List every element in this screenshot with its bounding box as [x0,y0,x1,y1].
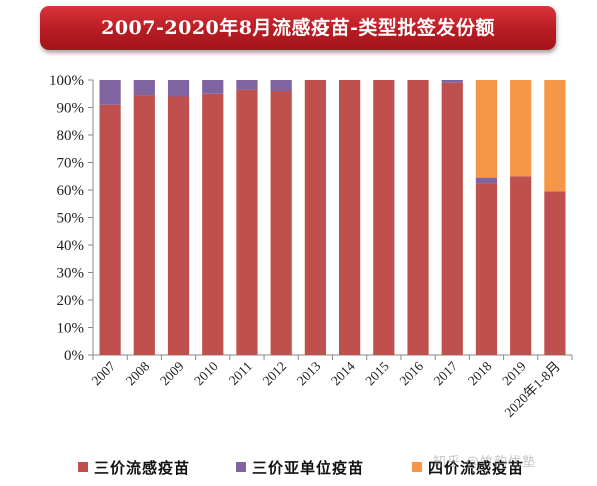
legend-item-trivalent: 三价流感疫苗 [78,455,190,479]
bar-segment-subunit [99,80,121,105]
bar-segment-trivalent [339,80,361,355]
legend-item-quadrivalent: 四价流感疫苗 [412,455,524,479]
x-tick-label: 2018 [465,358,495,388]
x-tick-label: 2016 [396,358,426,388]
bar-segment-trivalent [133,95,155,355]
bar-segment-trivalent [270,91,292,355]
bar-segment-trivalent [202,93,224,355]
y-tick-label: 70% [57,156,85,172]
bar-segment-trivalent [441,82,463,355]
x-tick-label: 2017 [431,358,461,388]
x-tick-label: 2013 [294,358,324,388]
bar-segment-subunit [167,80,190,97]
legend-item-subunit: 三价亚单位疫苗 [236,455,364,479]
y-tick-label: 80% [57,128,85,144]
y-tick-label: 40% [57,238,85,254]
bar-segment-trivalent [99,104,121,355]
x-tick-label: 2008 [123,358,153,388]
y-tick-label: 50% [57,211,85,227]
y-tick-label: 0% [64,348,84,364]
bar-segment-trivalent [544,191,566,355]
legend-label-subunit: 三价亚单位疫苗 [252,458,365,477]
y-tick-label: 90% [57,101,85,117]
x-tick-label: 2010 [191,358,221,388]
x-tick-label: 2019 [499,358,529,388]
stacked-bar-chart: 0%10%20%30%40%50%60%70%80%90%100%2007 200… [49,73,573,420]
watermark: 知乎 @竹韵优塾 [433,455,537,470]
y-tick-label: 10% [57,321,85,337]
chart-title: 2007-2020年8月流感疫苗-类型批签发份额 [40,6,556,50]
x-tick-label: 2011 [226,359,255,388]
bar-segment-trivalent [373,80,395,355]
x-tick-label: 2007 [89,358,119,388]
bar-segment-trivalent [475,183,498,355]
bar-segment-subunit [475,177,498,184]
y-tick-label: 100% [49,73,84,89]
y-tick-label: 20% [57,293,85,309]
x-tick-label: 2012 [260,359,290,389]
bar-segment-quadrivalent [510,80,532,177]
bar-segment-subunit [270,80,292,91]
y-tick-label: 60% [57,183,85,199]
bar-segment-subunit [236,80,258,90]
bar-segment-trivalent [236,89,258,355]
legend-swatch-quadrivalent [412,462,422,472]
x-tick-label: 2009 [157,358,187,388]
bar-segment-subunit [441,80,463,83]
bar-segment-trivalent [304,80,326,355]
legend-label-quadrivalent: 四价流感疫苗 [428,458,525,477]
bar-segment-quadrivalent [475,80,498,178]
chart-legend: 三价流感疫苗 三价亚单位疫苗 四价流感疫苗 [0,455,597,479]
bar-segment-trivalent [510,176,532,355]
bar-segment-trivalent [407,80,429,355]
y-tick-label: 30% [57,266,85,282]
legend-swatch-trivalent [78,462,88,472]
legend-swatch-subunit [236,462,246,472]
bar-segment-quadrivalent [544,80,566,192]
bar-segment-trivalent [167,96,190,355]
legend-label-trivalent: 三价流感疫苗 [94,458,191,477]
x-tick-label: 2015 [362,358,392,388]
bar-segment-subunit [133,80,155,96]
bar-segment-subunit [202,80,224,94]
x-tick-label: 2014 [328,358,358,388]
